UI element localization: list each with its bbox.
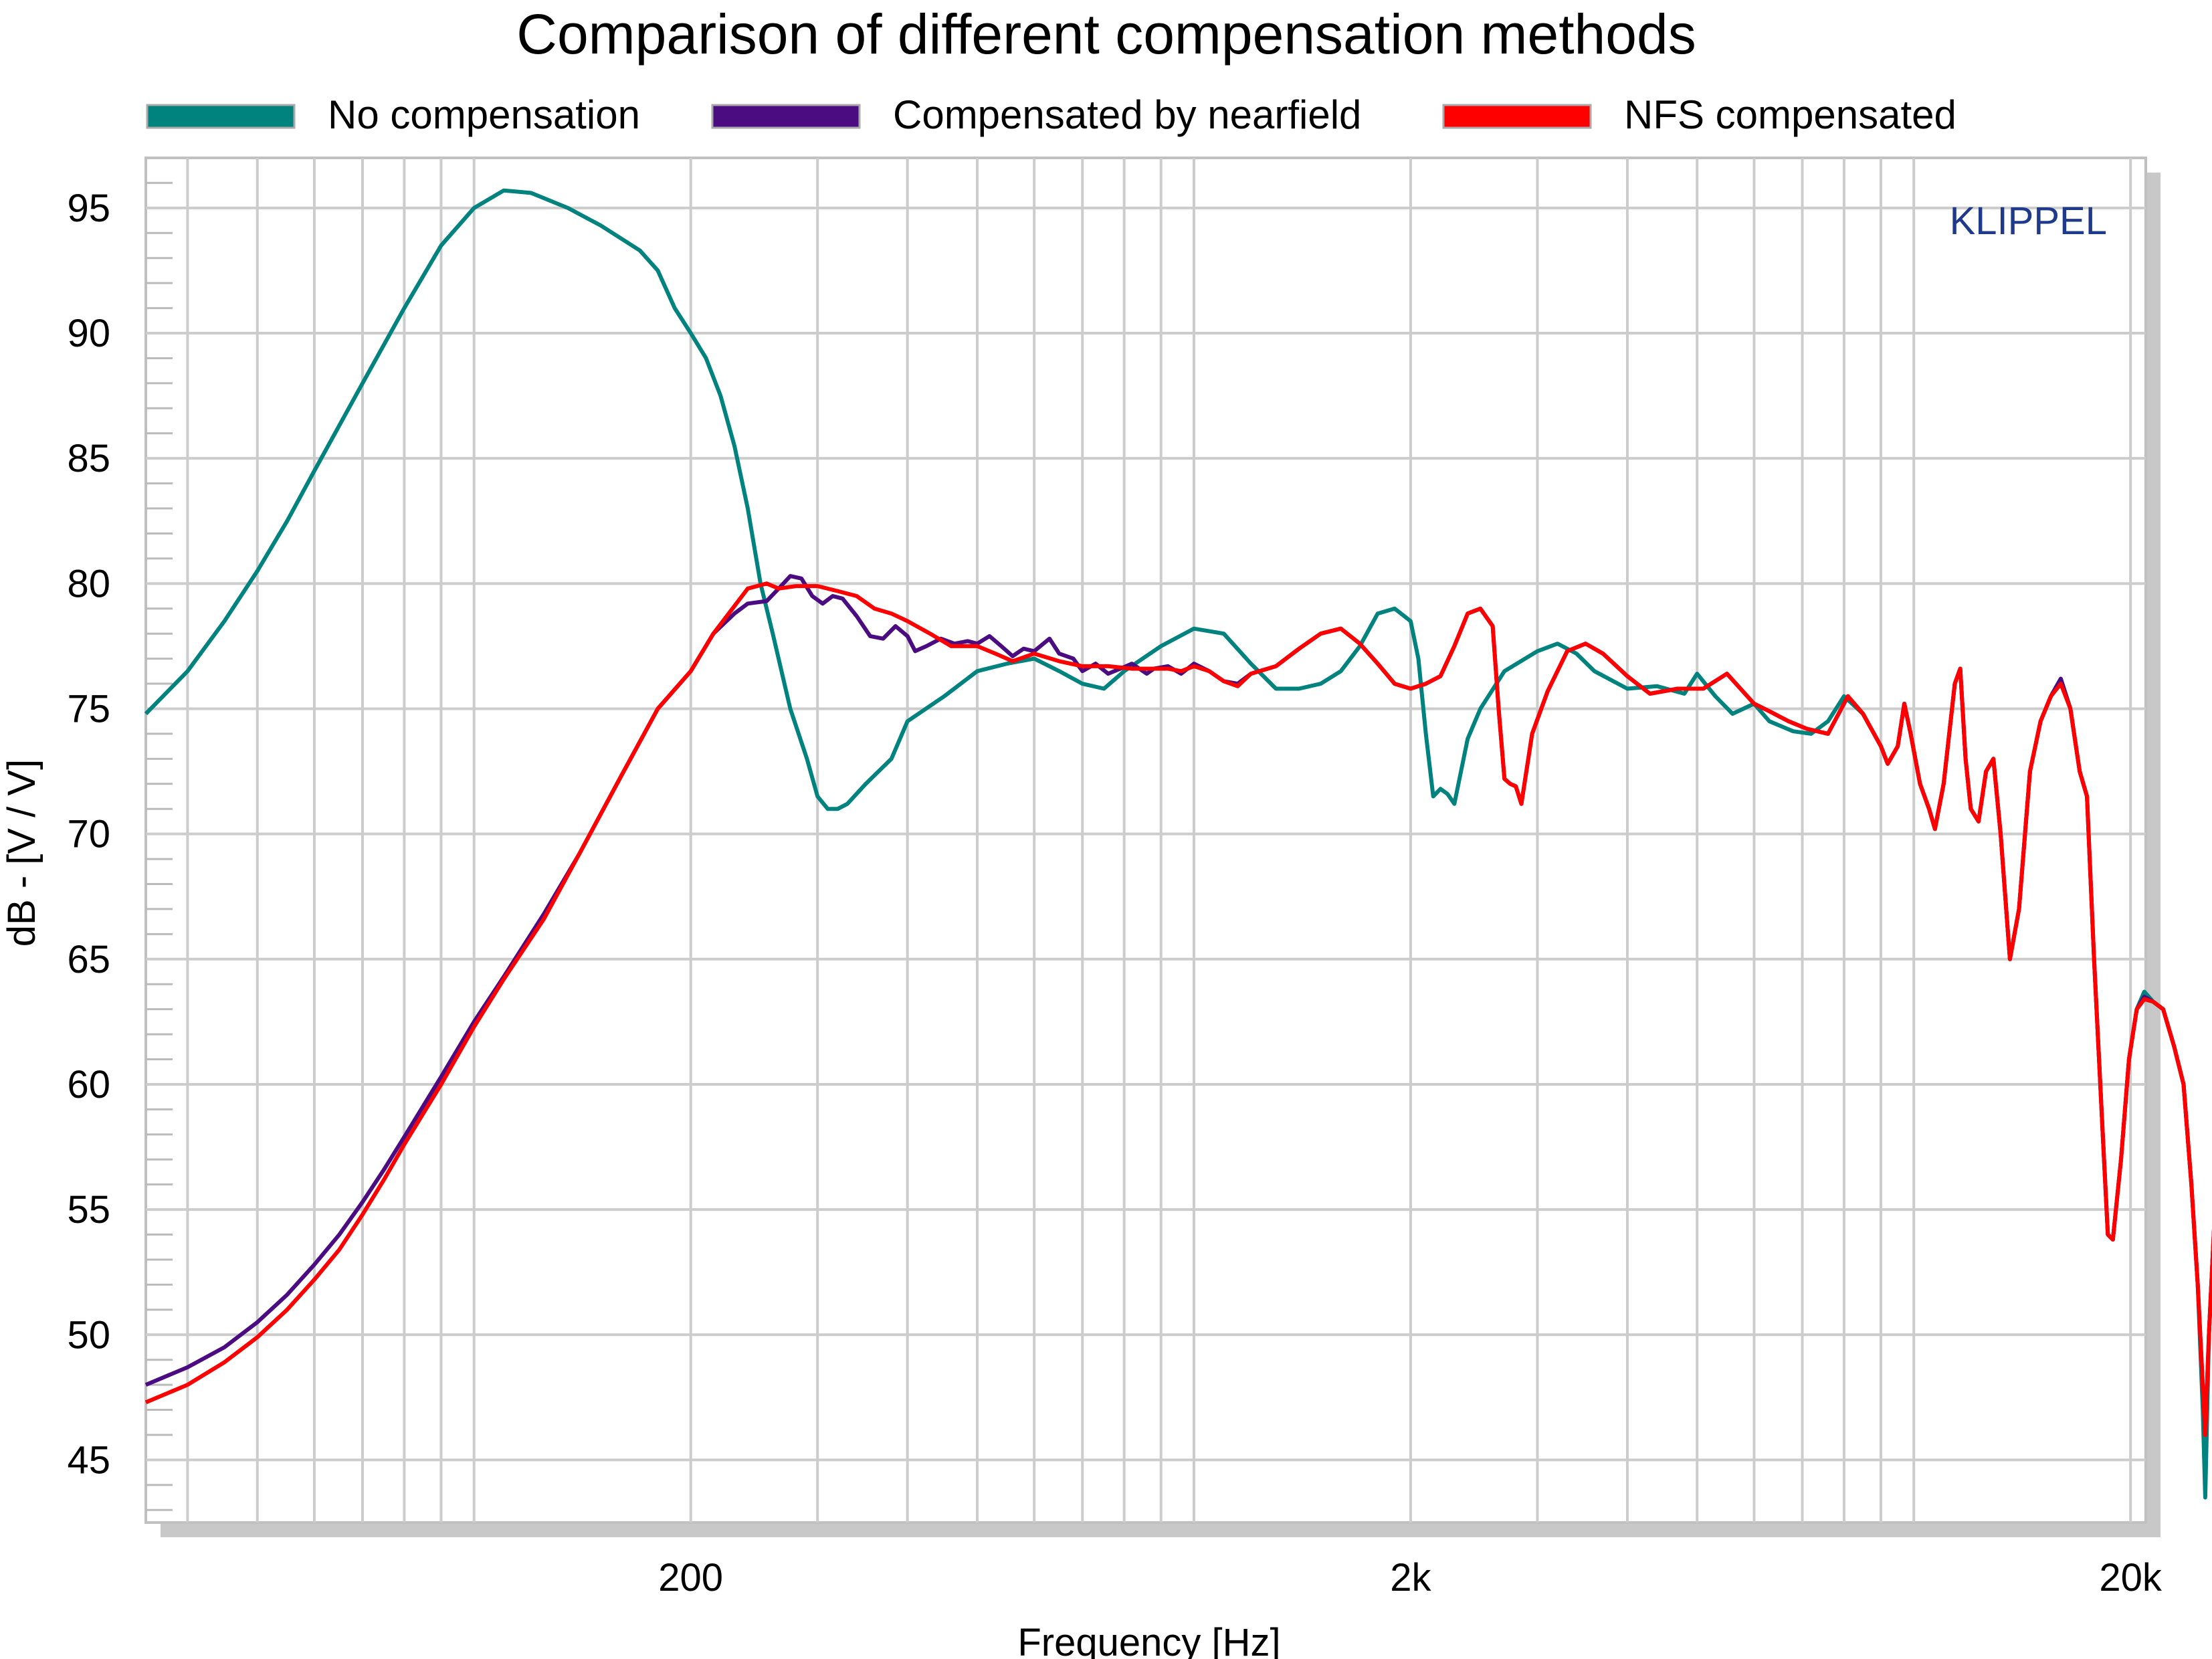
y-tick-label: 70 [67,813,110,856]
y-tick-label: 50 [67,1313,110,1357]
y-axis-label: dB - [V / V] [0,759,43,947]
y-tick-label: 55 [67,1188,110,1232]
legend-swatch [711,104,861,129]
legend-swatch [1442,104,1592,129]
legend-entry-label: No compensation [328,92,640,137]
y-tick-label: 60 [67,1063,110,1106]
x-tick-label: 2k [1390,1556,1431,1599]
y-tick-label: 80 [67,562,110,605]
y-minor-ticks [146,181,173,1511]
grid-lines [146,158,2146,1523]
y-tick-label: 95 [67,187,110,230]
legend-entry-label: NFS compensated [1624,92,1956,137]
y-axis-tick-labels: 45 50 55 60 65 70 75 80 85 90 95 [67,187,110,1482]
watermark-logo: KLIPPEL [1950,199,2107,243]
x-tick-label: 200 [658,1556,723,1599]
plot-frame [144,157,2147,1524]
y-tick-label: 85 [67,437,110,480]
x-tick-label: 20k [2099,1556,2163,1599]
legend-entry-label: Compensated by nearfield [893,92,1361,137]
y-tick-label: 75 [67,687,110,730]
series-layer [144,188,2212,1500]
legend-swatch [146,104,296,129]
chart-title: Comparison of different compensation met… [516,3,1696,66]
y-tick-label: 90 [67,312,110,355]
x-axis-label: Frequency [Hz] [1017,1621,1280,1659]
series-line [144,581,2212,1437]
legend: No compensation Compensated by nearfield N… [146,92,1956,137]
y-tick-label: 65 [67,938,110,981]
x-axis-tick-labels: 200 2k 20k [658,1556,2163,1599]
y-tick-label: 45 [67,1438,110,1482]
